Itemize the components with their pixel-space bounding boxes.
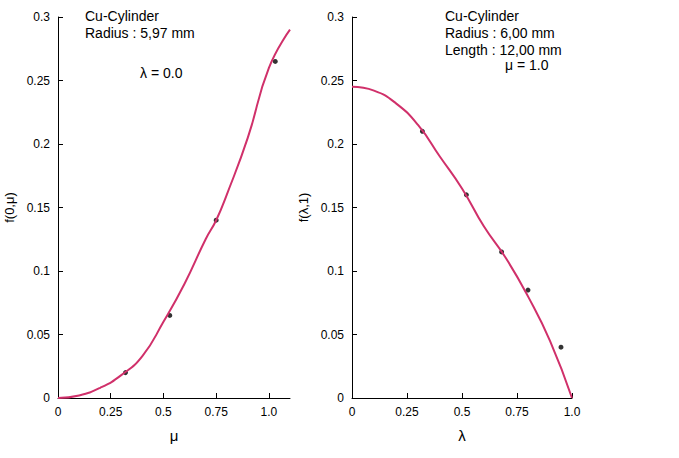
svg-text:0.2: 0.2: [33, 137, 50, 151]
svg-text:0.25: 0.25: [27, 74, 51, 88]
svg-text:Cu-Cylinder: Cu-Cylinder: [85, 8, 159, 24]
svg-text:λ: λ: [458, 427, 466, 444]
svg-text:0.3: 0.3: [33, 10, 50, 24]
svg-text:1.0: 1.0: [564, 405, 581, 419]
svg-text:0: 0: [55, 405, 62, 419]
svg-text:1.0: 1.0: [261, 405, 278, 419]
svg-text:0.05: 0.05: [321, 328, 345, 342]
svg-text:f(0,μ): f(0,μ): [2, 192, 17, 223]
svg-text:f(λ,1): f(λ,1): [296, 193, 311, 223]
svg-text:0.25: 0.25: [99, 405, 123, 419]
svg-text:0.15: 0.15: [27, 201, 51, 215]
svg-text:0.75: 0.75: [205, 405, 229, 419]
svg-text:Radius : 6,00 mm: Radius : 6,00 mm: [445, 25, 555, 41]
svg-text:0.3: 0.3: [327, 10, 344, 24]
svg-text:0.25: 0.25: [321, 74, 345, 88]
svg-text:0: 0: [43, 391, 50, 405]
svg-text:Radius : 5,97 mm: Radius : 5,97 mm: [85, 25, 195, 41]
svg-text:μ: μ: [170, 427, 179, 444]
svg-text:0.2: 0.2: [327, 137, 344, 151]
svg-text:0.75: 0.75: [505, 405, 529, 419]
svg-text:0.5: 0.5: [454, 405, 471, 419]
svg-text:0.1: 0.1: [327, 264, 344, 278]
svg-text:0.5: 0.5: [155, 405, 172, 419]
svg-text:0.1: 0.1: [33, 264, 50, 278]
svg-text:λ = 0.0: λ = 0.0: [140, 65, 183, 81]
svg-text:0: 0: [337, 391, 344, 405]
svg-text:Length : 12,00 mm: Length : 12,00 mm: [445, 42, 562, 58]
svg-text:0.15: 0.15: [321, 201, 345, 215]
svg-text:μ = 1.0: μ = 1.0: [505, 57, 549, 73]
svg-text:Cu-Cylinder: Cu-Cylinder: [445, 8, 519, 24]
svg-text:0: 0: [349, 405, 356, 419]
svg-text:0.05: 0.05: [27, 328, 51, 342]
svg-text:0.25: 0.25: [395, 405, 419, 419]
